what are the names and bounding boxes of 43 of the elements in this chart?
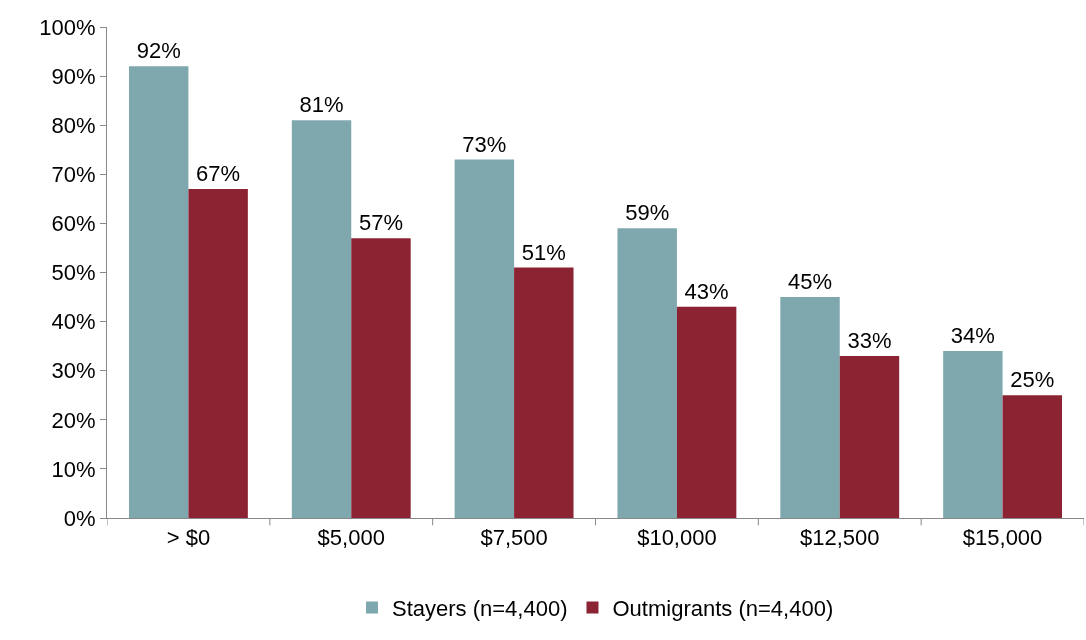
data-label: 33%	[847, 327, 892, 353]
bar	[780, 297, 840, 518]
data-label: 34%	[950, 323, 995, 349]
y-tick-label: 80%	[51, 112, 96, 138]
legend-label: Stayers (n=4,400)	[392, 596, 568, 622]
data-label: 59%	[625, 200, 670, 226]
legend-label: Outmigrants (n=4,400)	[612, 596, 834, 622]
data-label: 57%	[358, 210, 403, 236]
x-tick-label: $7,500	[480, 525, 548, 551]
bar	[1002, 395, 1063, 518]
bar	[943, 351, 1003, 518]
x-tick-label: $10,000	[637, 525, 717, 551]
bar	[514, 267, 574, 518]
data-label: 45%	[788, 269, 833, 295]
y-tick-label: 60%	[51, 211, 96, 237]
bar	[188, 189, 248, 518]
y-tick-label: 50%	[51, 260, 96, 286]
x-tick-label: $15,000	[962, 525, 1043, 551]
y-tick-label: 30%	[51, 358, 96, 384]
y-tick-label: 20%	[51, 407, 96, 433]
bar	[128, 66, 189, 518]
y-tick-label: 90%	[51, 63, 96, 89]
bar	[291, 120, 352, 518]
y-tick-label: 40%	[51, 309, 96, 335]
bar	[351, 238, 411, 518]
x-tick-label: $5,000	[317, 525, 385, 551]
bar	[617, 228, 677, 518]
bar	[676, 306, 737, 518]
data-label: 73%	[462, 131, 507, 157]
x-tick-label: $12,500	[799, 525, 880, 551]
bar	[839, 355, 900, 518]
data-label: 81%	[299, 92, 344, 118]
data-label: 43%	[684, 278, 729, 304]
data-label: 67%	[196, 161, 241, 187]
data-label: 25%	[1010, 367, 1055, 393]
y-tick-label: 10%	[51, 456, 96, 482]
y-tick-label: 70%	[51, 162, 96, 187]
data-label: 51%	[521, 239, 566, 265]
y-tick-label: 100%	[39, 14, 96, 40]
data-label: 92%	[136, 38, 181, 64]
x-tick-label: > $0	[166, 525, 211, 551]
y-tick-label: 0%	[63, 505, 96, 531]
bar	[454, 159, 515, 518]
